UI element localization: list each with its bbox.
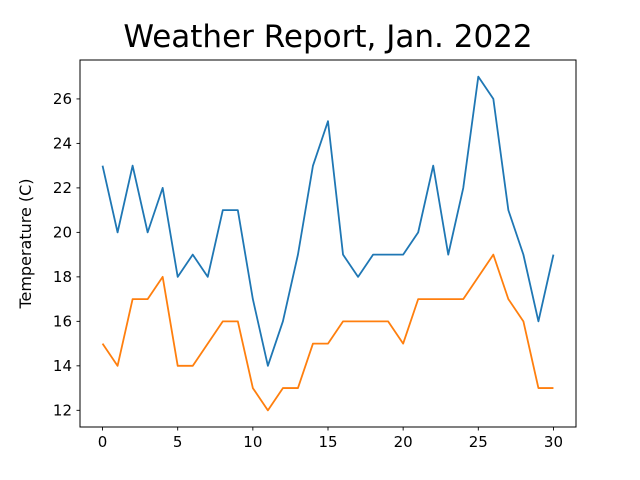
y-tick-label: 20 bbox=[53, 223, 72, 241]
x-tick-label: 15 bbox=[318, 433, 337, 451]
x-tick-label: 30 bbox=[544, 433, 563, 451]
x-tick-label: 25 bbox=[469, 433, 488, 451]
y-tick-label: 18 bbox=[53, 268, 72, 286]
x-tick-label: 20 bbox=[394, 433, 413, 451]
plot-area: 0 5 10 15 20 25 30 12 14 16 18 20 22 24 26 bbox=[53, 59, 577, 451]
y-tick-label: 22 bbox=[53, 179, 72, 197]
x-tick-label: 10 bbox=[243, 433, 262, 451]
y-tick-label: 26 bbox=[53, 90, 72, 108]
series-line-low-temperature bbox=[101, 253, 554, 412]
chart-title: Weather Report, Jan. 2022 bbox=[123, 19, 532, 55]
y-axis-label: Temperature (C) bbox=[16, 178, 35, 309]
y-tick-label: 24 bbox=[53, 134, 72, 152]
y-tick-label: 16 bbox=[53, 312, 72, 330]
x-tick-label: 0 bbox=[98, 433, 108, 451]
series-line-high-temperature bbox=[101, 75, 555, 367]
axes-frame bbox=[79, 59, 577, 428]
x-tick-label: 5 bbox=[173, 433, 183, 451]
y-tick-label: 12 bbox=[53, 401, 72, 419]
y-tick-label: 14 bbox=[53, 357, 72, 375]
